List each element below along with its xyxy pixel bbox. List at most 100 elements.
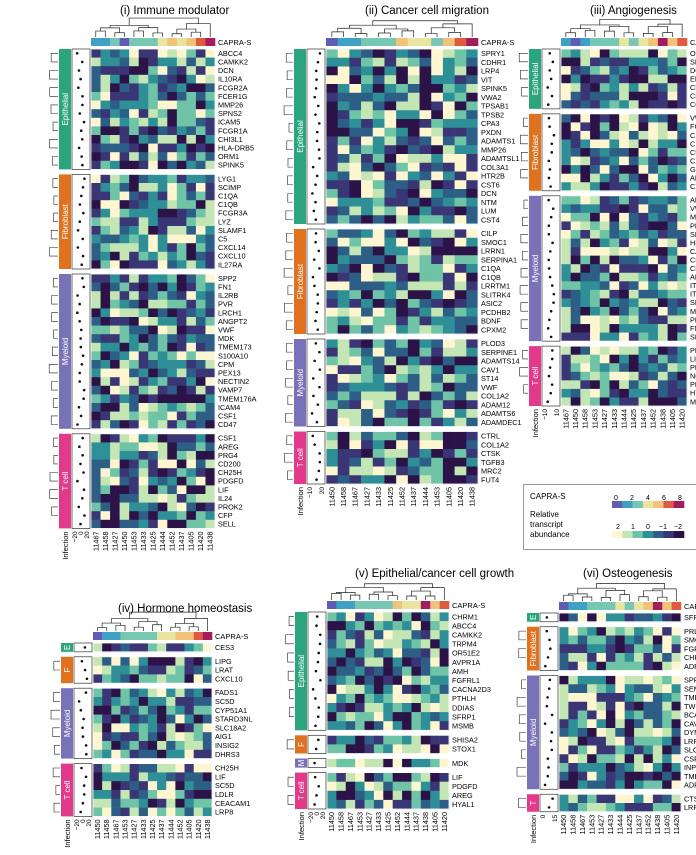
heat-cell [91, 126, 101, 136]
infection-axis-label: Infection [61, 531, 70, 559]
heat-cell [102, 781, 112, 791]
heat-cell [392, 657, 403, 667]
heat-cell [327, 790, 337, 801]
heat-cell [193, 643, 204, 653]
heat-cell [561, 122, 571, 132]
heat-cell [176, 57, 187, 67]
heat-cell [419, 264, 432, 274]
heat-cell [119, 183, 130, 192]
heat-cell [138, 688, 149, 698]
heat-cell [355, 799, 365, 810]
infection-tick: 0 [80, 819, 87, 823]
heat-cell [202, 790, 213, 800]
heat-cell [559, 653, 569, 663]
heat-cell [677, 57, 688, 67]
heat-cell [559, 771, 569, 781]
heat-cell [383, 799, 393, 810]
heat-cell [570, 221, 581, 231]
sample-label: 11458 [569, 815, 578, 835]
heat-cell [628, 298, 639, 308]
heat-cell [619, 83, 630, 93]
heat-cell [407, 264, 420, 274]
heat-cell [599, 264, 610, 274]
heat-cell [609, 91, 620, 101]
heat-cell [657, 298, 668, 308]
group-label: T cell [531, 366, 540, 385]
heat-cell [372, 347, 385, 357]
infection-axis-label: Infection [531, 409, 540, 437]
heat-cell [337, 409, 350, 419]
heat-cell [349, 307, 362, 317]
heat-cell [648, 83, 659, 93]
heat-cell [110, 152, 120, 162]
infection-dot [318, 267, 321, 270]
infection-dot [550, 731, 554, 734]
heat-cell [355, 639, 365, 649]
heat-cell [466, 325, 479, 335]
gene-label: INPP4B [684, 763, 696, 772]
heat-cell [677, 83, 688, 93]
heat-cell [619, 363, 630, 373]
gene-label: ADRB2 [684, 781, 696, 790]
heat-cell [147, 705, 158, 715]
heat-cell [570, 230, 581, 239]
capra-cell [355, 601, 365, 609]
heat-cell [609, 165, 620, 174]
heat-cell [419, 290, 432, 300]
heat-cell [157, 732, 167, 742]
heat-cell [643, 794, 654, 804]
heat-cell [634, 661, 644, 671]
group-fibroblast: FibroblastLYG1SCIMPC1QAC1QBFCGR3ALYZSLAM… [49, 173, 248, 270]
heat-cell [176, 274, 187, 283]
infection-dot [551, 60, 555, 64]
heat-cell [167, 274, 178, 283]
heat-cell [570, 195, 581, 205]
gene-label: DCN [690, 66, 696, 75]
heat-cell [349, 229, 362, 239]
heat-cell [349, 466, 362, 476]
gene-label: SPP2 [684, 676, 696, 685]
heat-cell [628, 91, 639, 101]
heat-cell [396, 189, 409, 199]
heat-cell [91, 274, 101, 283]
heat-cell [372, 57, 385, 67]
infection-dot [545, 629, 549, 633]
heat-cell [419, 440, 432, 450]
infection-dot [81, 735, 85, 738]
infection-dot [79, 129, 83, 132]
heat-cell [643, 803, 654, 813]
heat-cell [100, 442, 111, 452]
heat-cell [431, 180, 444, 190]
gene-label: CSF1 [218, 434, 237, 443]
heat-cell [110, 351, 120, 361]
heat-cell [166, 674, 176, 684]
heat-cell [383, 675, 393, 686]
heat-cell [349, 382, 362, 392]
heat-cell [652, 728, 663, 738]
heat-cell [138, 160, 149, 170]
group-epithelial: E CES3 [61, 642, 234, 653]
heat-cell [102, 749, 112, 759]
heat-cell [628, 306, 639, 316]
infection-dot [549, 335, 553, 339]
heat-cell [442, 409, 455, 419]
heat-cell [110, 143, 120, 153]
heat-cell [383, 744, 393, 754]
heat-cell [184, 674, 194, 684]
heat-cell [138, 308, 149, 318]
heat-cell [147, 697, 158, 707]
infection-dot [546, 774, 550, 778]
heat-cell [402, 790, 412, 801]
heat-cell [148, 385, 159, 395]
capra-cell [599, 38, 610, 46]
heat-cell [419, 255, 432, 265]
infection-dot [79, 77, 82, 81]
heat-cell [186, 183, 197, 192]
heat-cell [454, 101, 467, 111]
group-label: T cell [63, 780, 72, 799]
heat-cell [157, 57, 168, 67]
heat-cell [326, 409, 338, 419]
heat-cell [628, 247, 639, 256]
gene-label: TGFB3 [481, 458, 505, 467]
group-label: Epithelial [296, 120, 305, 153]
